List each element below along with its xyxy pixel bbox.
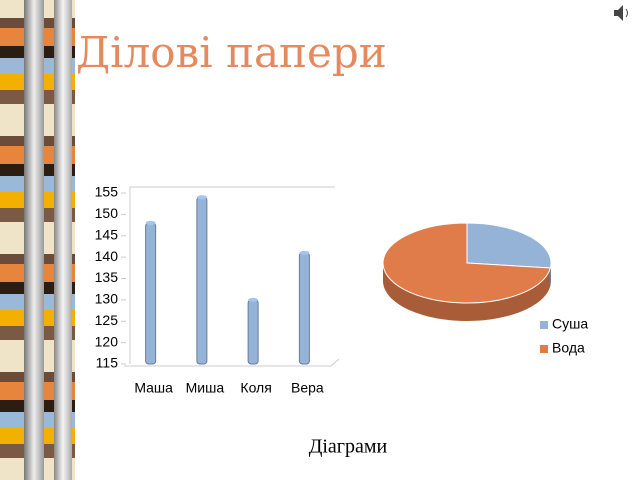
- y-tick-label: 150: [95, 205, 119, 221]
- x-tick-label: Коля: [240, 380, 271, 396]
- bar: [247, 299, 259, 365]
- bar-top: [145, 220, 156, 225]
- bar-top: [299, 250, 310, 255]
- bar: [145, 222, 157, 365]
- y-tick-label: 145: [95, 226, 119, 242]
- legend-label: Суша: [552, 316, 588, 332]
- x-tick-label: Миша: [186, 380, 225, 396]
- legend-swatch: [540, 321, 548, 329]
- x-tick-label: Маша: [134, 380, 173, 396]
- pie-slice: [382, 222, 551, 304]
- y-tick-label: 140: [95, 248, 119, 264]
- x-tick-label: Вера: [291, 380, 324, 396]
- speaker-icon: [614, 5, 628, 21]
- y-tick-label: 125: [95, 312, 119, 328]
- decor-bar: [54, 0, 72, 480]
- bar-top: [248, 297, 259, 302]
- y-tick-label: 120: [95, 333, 119, 349]
- legend-label: Вода: [552, 340, 585, 356]
- y-tick-label: 130: [95, 291, 119, 307]
- y-tick-label: 155: [95, 184, 119, 200]
- bar: [298, 252, 310, 365]
- pie-slice: [466, 222, 552, 269]
- plot-wall: [129, 186, 335, 364]
- plot-floor: [124, 358, 340, 367]
- bar-top: [196, 195, 207, 200]
- caption: Діаграми: [309, 436, 388, 458]
- slide-title: Ділові папери: [76, 28, 387, 77]
- y-tick-label: 115: [96, 355, 119, 371]
- bar: [196, 196, 208, 365]
- y-tick-label: 135: [95, 269, 119, 285]
- decor-bar: [24, 0, 44, 480]
- legend-swatch: [540, 345, 548, 353]
